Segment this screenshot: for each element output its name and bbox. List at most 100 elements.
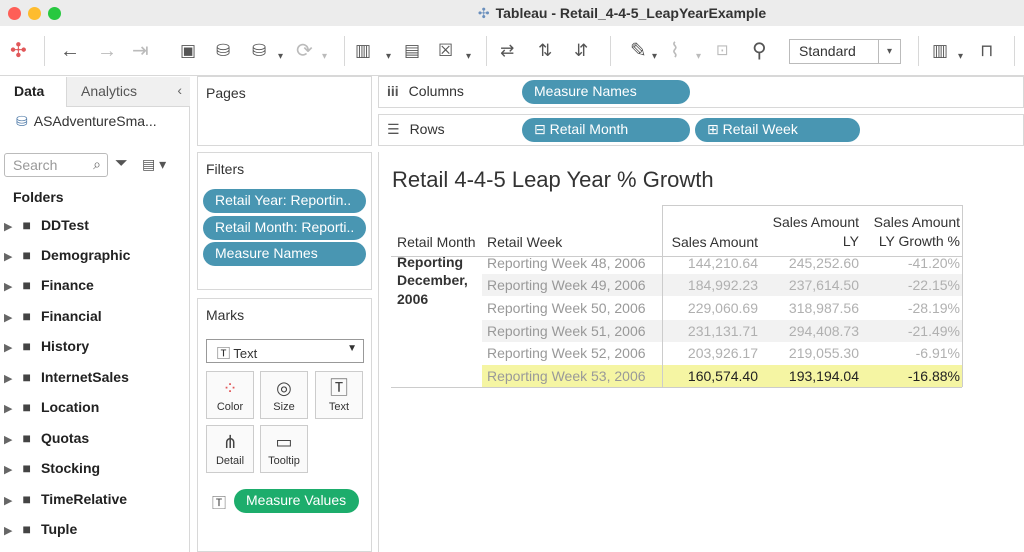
chevron-down-icon[interactable]: ▾	[696, 51, 702, 62]
data-pane: Data Analytics ‹ ⛁ ASAdventureSma... Searc…	[0, 77, 190, 552]
chevron-down-icon[interactable]: ▾	[652, 51, 658, 62]
folder-icon: ■	[22, 308, 31, 324]
refresh-icon[interactable]: ⟳	[296, 40, 313, 62]
filter-pill-retail-year[interactable]: Retail Year: Reportin..	[203, 189, 366, 213]
folder-item[interactable]: ▶ ■ Location	[4, 399, 100, 415]
presentation-mode-icon[interactable]: ⊓	[980, 41, 994, 60]
marks-text-button[interactable]: 🅃 Text	[315, 371, 363, 419]
rows-pill-retail-month[interactable]: ⊟ Retail Month	[522, 118, 690, 142]
filter-pill-measure-names[interactable]: Measure Names	[203, 242, 366, 266]
save-icon[interactable]: ▣	[180, 41, 197, 60]
columns-shelf[interactable]: iii Columns Measure Names	[378, 76, 1024, 108]
folder-icon: ■	[22, 369, 31, 385]
table-cell-growth: -41.20%	[907, 255, 960, 271]
folders-header: Folders	[13, 189, 64, 205]
tab-analytics[interactable]: Analytics ‹	[66, 77, 190, 107]
tooltip-bubble-icon: ▭	[275, 432, 293, 452]
folder-item[interactable]: ▶ ■ InternetSales	[4, 369, 129, 385]
chevron-down-icon[interactable]: ▾	[322, 51, 328, 62]
folder-item[interactable]: ▶ ■ Finance	[4, 277, 94, 293]
marks-size-button[interactable]: ◎ Size	[260, 371, 308, 419]
folder-item[interactable]: ▶ ■ Financial	[4, 308, 102, 324]
table-cell-growth: -21.49%	[907, 323, 960, 339]
group-paperclip-icon[interactable]: ⌇	[670, 40, 680, 62]
filter-pill-retail-month[interactable]: Retail Month: Reporti..	[203, 216, 366, 240]
search-input[interactable]: Search ⌕	[4, 153, 108, 177]
table-cell-sales: 144,210.64	[687, 255, 758, 271]
chevron-down-icon[interactable]: ▾	[386, 51, 392, 62]
folder-item[interactable]: ▶ ■ Stocking	[4, 460, 101, 476]
highlight-pen-icon[interactable]: ✎	[630, 40, 647, 62]
folder-item[interactable]: ▶ ■ Tuple	[4, 521, 78, 537]
pages-title: Pages	[206, 85, 246, 101]
table-cell-growth: -16.88%	[907, 368, 960, 384]
pause-updates-icon[interactable]: ⛁	[252, 41, 267, 60]
folder-item[interactable]: ▶ ■ Quotas	[4, 430, 90, 446]
folder-item[interactable]: ▶ ■ Demographic	[4, 247, 131, 263]
sort-descending-icon[interactable]: ⇵	[574, 41, 589, 60]
expand-plus-icon[interactable]: ⊞	[707, 121, 719, 137]
filters-title: Filters	[206, 161, 245, 177]
folder-item[interactable]: ▶ ■ TimeRelative	[4, 491, 128, 507]
mark-type-select[interactable]: 🅃 Text ▼	[206, 339, 364, 363]
tab-data[interactable]: Data	[14, 83, 45, 99]
folder-icon: ■	[22, 277, 31, 293]
marks-detail-button[interactable]: ⋔ Detail	[206, 425, 254, 473]
forward-arrow-icon[interactable]: →	[97, 40, 117, 62]
fix-axes-pin-icon[interactable]: ⚲	[752, 40, 767, 62]
header-retail-week: Retail Week	[487, 234, 563, 250]
new-datasource-icon[interactable]: ⛁	[216, 41, 231, 60]
minimize-window-button[interactable]	[28, 7, 41, 20]
view-list-icon[interactable]: ▤ ▾	[142, 156, 167, 172]
folder-item[interactable]: ▶ ■ DDTest	[4, 217, 89, 233]
datasource-item[interactable]: ⛁ ASAdventureSma...	[16, 113, 157, 129]
chevron-right-icon: ▶	[4, 495, 13, 507]
filter-icon[interactable]: ⏷	[115, 155, 128, 172]
redo-icon[interactable]: ⇥	[132, 40, 149, 62]
folder-icon: ■	[22, 430, 31, 446]
header-growth-line1: Sales Amount	[873, 214, 960, 230]
folder-icon: ■	[22, 247, 31, 263]
zoom-window-button[interactable]	[48, 7, 61, 20]
marks-tooltip-button[interactable]: ▭ Tooltip	[260, 425, 308, 473]
back-arrow-icon[interactable]: ←	[60, 40, 80, 62]
collapse-pane-icon[interactable]: ‹	[177, 82, 182, 98]
show-me-chart-icon[interactable]: ▥	[932, 41, 949, 60]
window-title: ✣ Tableau - Retail_4-4-5_LeapYearExample	[477, 5, 767, 21]
table-row-week: Reporting Week 52, 2006	[487, 345, 646, 361]
duplicate-sheet-icon[interactable]: ▤	[404, 41, 421, 60]
collapse-minus-icon[interactable]: ⊟	[534, 121, 546, 137]
fit-select[interactable]: Standard ▾	[789, 39, 901, 64]
swap-rows-columns-icon[interactable]: ⇄	[500, 41, 515, 60]
measure-values-pill[interactable]: Measure Values	[234, 489, 359, 513]
marks-color-button[interactable]: ⁘ Color	[206, 371, 254, 419]
chevron-down-icon[interactable]: ▾	[958, 51, 964, 62]
header-sales-amount-ly-line1: Sales Amount	[772, 214, 859, 230]
table-row-week: Reporting Week 48, 2006	[487, 255, 646, 271]
color-dots-icon: ⁘	[222, 378, 238, 398]
rows-pill-retail-week[interactable]: ⊞ Retail Week	[695, 118, 860, 142]
table-cell-sales-ly: 219,055.30	[788, 345, 859, 361]
rows-shelf[interactable]: ☰ Rows ⊟ Retail Month ⊞ Retail Week	[378, 114, 1024, 146]
columns-label: iii Columns	[387, 83, 464, 99]
new-worksheet-icon[interactable]: ▥	[355, 41, 372, 60]
table-cell-sales-ly: 245,252.60	[788, 255, 859, 271]
toolbar: ✣ ← → ⇥ ▣ ⛁ ⛁ ▾ ⟳ ▾ ▥ ▾ ▤ ☒ ▾ ⇄ ⇅ ⇵ ✎ ▾ …	[0, 26, 1024, 76]
clear-sheet-icon[interactable]: ☒	[438, 41, 454, 60]
show-labels-icon[interactable]: ⊡	[716, 42, 729, 59]
chevron-down-icon[interactable]: ▾	[466, 51, 472, 62]
chevron-right-icon: ▶	[4, 251, 13, 263]
folder-item[interactable]: ▶ ■ History	[4, 338, 90, 354]
chevron-right-icon: ▶	[4, 312, 13, 324]
columns-pill-measure-names[interactable]: Measure Names	[522, 80, 690, 104]
table-cell-sales: 184,992.23	[687, 277, 758, 293]
tableau-home-icon[interactable]: ✣	[10, 40, 27, 62]
chevron-down-icon: ▼	[347, 343, 357, 354]
sort-ascending-icon[interactable]: ⇅	[538, 41, 553, 60]
table-row-week: Reporting Week 51, 2006	[487, 323, 646, 339]
filters-card[interactable]: Filters Retail Year: Reportin.. Retail M…	[197, 152, 372, 290]
pages-card[interactable]: Pages	[197, 76, 372, 146]
chevron-down-icon[interactable]: ▾	[278, 51, 284, 62]
month-label-line3: 2006	[397, 291, 429, 307]
close-window-button[interactable]	[8, 7, 21, 20]
